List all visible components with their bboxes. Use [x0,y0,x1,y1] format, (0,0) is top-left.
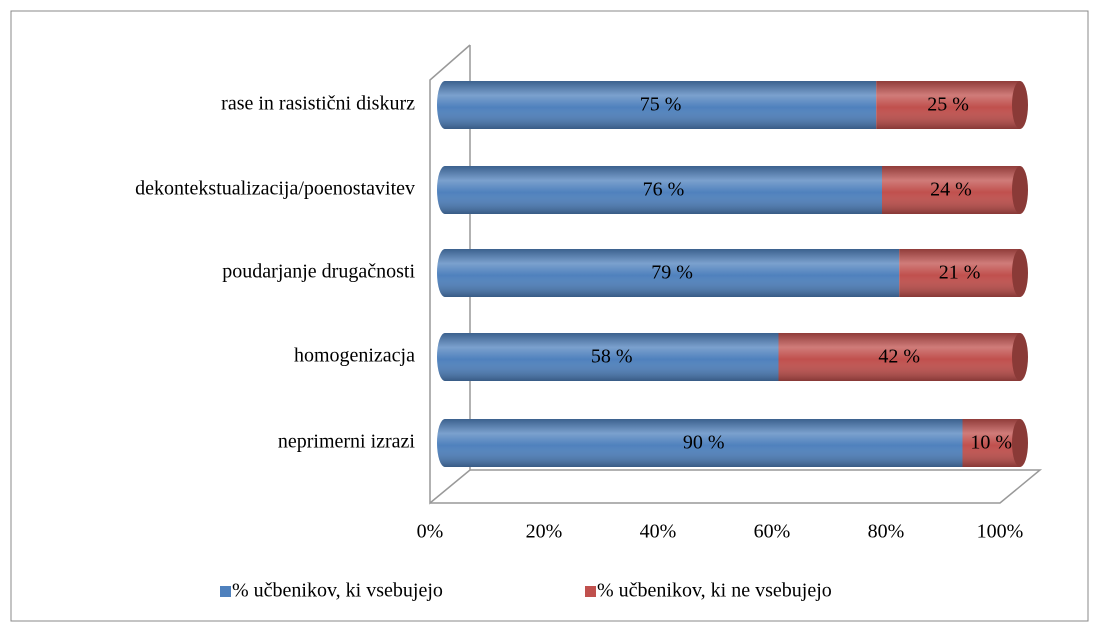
legend-label: % učbenikov, ki vsebujejo [232,580,443,602]
shading [962,419,1020,467]
shading [445,81,877,129]
x-tick-label: 100% [977,521,1024,543]
value-label: 10 % [970,432,1012,454]
shading [778,333,1020,381]
shading [899,249,1020,297]
shading [445,249,900,297]
y-tick-label: homogenizacja [294,345,415,367]
shading [437,419,445,467]
value-label: 25 % [927,94,969,116]
value-label: 24 % [930,179,972,201]
bar-cap [1012,166,1028,214]
legend-swatch [585,586,596,597]
value-label: 79 % [651,262,693,284]
bar-cap [1012,333,1028,381]
y-tick-label: neprimerni izrazi [278,431,416,453]
shading [882,166,1020,214]
value-label: 42 % [878,346,920,368]
y-tick-label: poudarjanje drugačnosti [222,261,415,283]
shading [437,249,445,297]
bar-cap [1012,249,1028,297]
x-tick-label: 80% [868,521,905,543]
x-tick-label: 60% [754,521,791,543]
shading [445,166,882,214]
x-tick-label: 0% [417,521,444,543]
shading [437,81,445,129]
shading [437,333,445,381]
axis-walls [429,44,1043,505]
value-label: 90 % [683,432,725,454]
bar-cap [1012,81,1028,129]
y-tick-label: rase in rasistični diskurz [221,93,415,115]
y-tick-label: dekontekstualizacija/poenostavitev [135,178,415,200]
value-label: 75 % [640,94,682,116]
shading [445,419,963,467]
value-label: 21 % [939,262,981,284]
x-tick-label: 20% [526,521,563,543]
shading [445,333,779,381]
value-label: 58 % [591,346,633,368]
x-tick-label: 40% [640,521,677,543]
bar-cap [1012,419,1028,467]
legend-swatch [220,586,231,597]
value-label: 76 % [643,179,685,201]
shading [437,166,445,214]
shading [876,81,1020,129]
legend-label: % učbenikov, ki ne vsebujejo [597,580,832,602]
